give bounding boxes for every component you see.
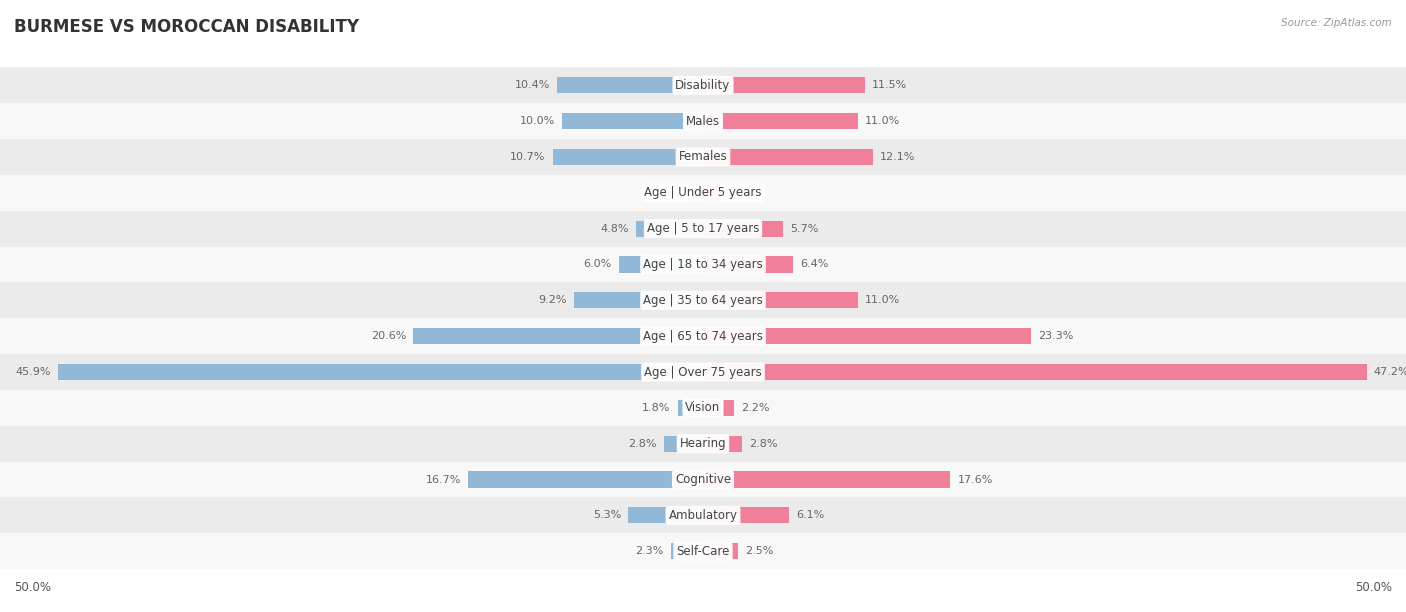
Bar xyxy=(0,139,1406,175)
Bar xyxy=(703,328,1031,344)
Text: 2.3%: 2.3% xyxy=(636,547,664,556)
Text: Vision: Vision xyxy=(685,401,721,414)
Bar xyxy=(664,436,703,452)
Bar xyxy=(703,77,865,93)
Bar xyxy=(703,471,950,488)
Text: Ambulatory: Ambulatory xyxy=(668,509,738,522)
Bar xyxy=(0,533,1406,569)
Bar xyxy=(678,400,703,416)
Bar xyxy=(553,149,703,165)
Text: 11.5%: 11.5% xyxy=(872,80,907,90)
Text: 17.6%: 17.6% xyxy=(957,474,993,485)
Bar xyxy=(703,256,793,272)
Bar xyxy=(468,471,703,488)
Text: 1.2%: 1.2% xyxy=(727,188,755,198)
Bar xyxy=(636,220,703,237)
Bar xyxy=(58,364,703,380)
Bar xyxy=(0,354,1406,390)
Text: 16.7%: 16.7% xyxy=(426,474,461,485)
Text: 23.3%: 23.3% xyxy=(1038,331,1073,341)
Bar xyxy=(0,426,1406,461)
Text: Age | 5 to 17 years: Age | 5 to 17 years xyxy=(647,222,759,235)
Text: 2.5%: 2.5% xyxy=(745,547,773,556)
Bar xyxy=(413,328,703,344)
Text: Age | Over 75 years: Age | Over 75 years xyxy=(644,365,762,378)
Bar xyxy=(671,543,703,559)
Text: 10.4%: 10.4% xyxy=(515,80,550,90)
Bar xyxy=(703,364,1367,380)
Text: 6.4%: 6.4% xyxy=(800,259,828,269)
Bar xyxy=(0,67,1406,103)
Text: Source: ZipAtlas.com: Source: ZipAtlas.com xyxy=(1281,18,1392,28)
Bar xyxy=(688,185,703,201)
Text: 11.0%: 11.0% xyxy=(865,116,900,126)
Text: 2.8%: 2.8% xyxy=(628,439,657,449)
Bar xyxy=(0,282,1406,318)
Text: 50.0%: 50.0% xyxy=(14,581,51,594)
Text: 10.0%: 10.0% xyxy=(520,116,555,126)
Text: Age | 65 to 74 years: Age | 65 to 74 years xyxy=(643,330,763,343)
Text: 45.9%: 45.9% xyxy=(15,367,51,377)
Text: Hearing: Hearing xyxy=(679,437,727,450)
Bar xyxy=(0,318,1406,354)
Text: 1.8%: 1.8% xyxy=(643,403,671,413)
Text: 1.1%: 1.1% xyxy=(652,188,681,198)
Text: BURMESE VS MOROCCAN DISABILITY: BURMESE VS MOROCCAN DISABILITY xyxy=(14,18,359,36)
Bar xyxy=(0,247,1406,282)
Text: Age | 35 to 64 years: Age | 35 to 64 years xyxy=(643,294,763,307)
Text: 10.7%: 10.7% xyxy=(510,152,546,162)
Bar xyxy=(703,507,789,523)
Bar xyxy=(703,543,738,559)
Text: Females: Females xyxy=(679,151,727,163)
Text: Disability: Disability xyxy=(675,79,731,92)
Text: Males: Males xyxy=(686,114,720,127)
Bar xyxy=(703,220,783,237)
Text: 50.0%: 50.0% xyxy=(1355,581,1392,594)
Bar xyxy=(619,256,703,272)
Bar xyxy=(0,211,1406,247)
Bar xyxy=(703,185,720,201)
Bar xyxy=(562,113,703,129)
Text: 11.0%: 11.0% xyxy=(865,296,900,305)
Text: Age | 18 to 34 years: Age | 18 to 34 years xyxy=(643,258,763,271)
Text: Self-Care: Self-Care xyxy=(676,545,730,558)
Bar xyxy=(703,293,858,308)
Bar xyxy=(557,77,703,93)
Text: Age | Under 5 years: Age | Under 5 years xyxy=(644,186,762,200)
Bar xyxy=(0,390,1406,426)
Bar xyxy=(0,461,1406,498)
Text: 9.2%: 9.2% xyxy=(538,296,567,305)
Bar xyxy=(0,103,1406,139)
Text: 5.3%: 5.3% xyxy=(593,510,621,520)
Bar xyxy=(703,113,858,129)
Bar xyxy=(703,400,734,416)
Text: 6.1%: 6.1% xyxy=(796,510,824,520)
Bar xyxy=(0,498,1406,533)
Bar xyxy=(0,175,1406,211)
Text: 20.6%: 20.6% xyxy=(371,331,406,341)
Text: 4.8%: 4.8% xyxy=(600,223,628,234)
Text: 5.7%: 5.7% xyxy=(790,223,818,234)
Text: 47.2%: 47.2% xyxy=(1374,367,1406,377)
Bar xyxy=(703,436,742,452)
Bar xyxy=(628,507,703,523)
Text: 2.2%: 2.2% xyxy=(741,403,769,413)
Text: 12.1%: 12.1% xyxy=(880,152,915,162)
Text: 2.8%: 2.8% xyxy=(749,439,778,449)
Text: Cognitive: Cognitive xyxy=(675,473,731,486)
Text: 6.0%: 6.0% xyxy=(583,259,612,269)
Bar xyxy=(703,149,873,165)
Bar xyxy=(574,293,703,308)
